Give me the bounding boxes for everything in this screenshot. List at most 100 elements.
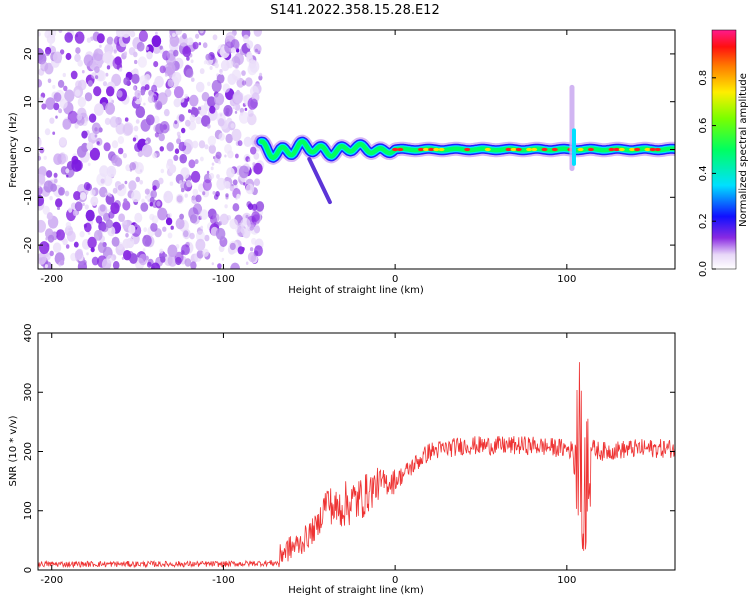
- noise-blob: [38, 79, 43, 88]
- noise-blob: [225, 133, 233, 144]
- noise-blob: [151, 215, 159, 224]
- noise-blob: [182, 33, 187, 40]
- noise-blob: [102, 81, 108, 87]
- signal-core-dot: [423, 147, 429, 152]
- noise-blob: [58, 187, 65, 196]
- noise-blob: [103, 175, 113, 187]
- signal-trace: [254, 84, 675, 205]
- noise-blob: [72, 209, 78, 217]
- noise-blob: [65, 221, 72, 229]
- noise-blob: [128, 224, 136, 234]
- noise-blob: [95, 75, 99, 80]
- noise-blob: [188, 109, 192, 114]
- noise-blob: [230, 123, 235, 129]
- noise-blob: [129, 30, 136, 38]
- signal-core-dot: [644, 147, 651, 152]
- noise-blob: [196, 250, 204, 259]
- noise-blob: [252, 162, 256, 166]
- noise-blob: [105, 193, 115, 205]
- noise-blob: [255, 201, 265, 212]
- colorbar-tick-label: 0.0: [698, 261, 709, 277]
- noise-blob: [56, 229, 65, 241]
- noise-blob: [136, 41, 145, 52]
- noise-blob: [162, 226, 167, 232]
- noise-blob: [123, 122, 134, 136]
- noise-blob: [204, 234, 210, 242]
- x-tick-label: 0: [392, 274, 398, 285]
- noise-blob: [106, 254, 114, 264]
- signal-core-dot: [649, 147, 656, 152]
- noise-blob: [116, 30, 124, 38]
- noise-blob: [244, 107, 248, 111]
- noise-blob: [38, 152, 41, 157]
- noise-blob: [124, 180, 128, 185]
- noise-blob: [129, 253, 138, 264]
- signal-core-dot: [634, 147, 641, 152]
- noise-blob: [223, 105, 233, 117]
- noise-blob: [111, 236, 120, 247]
- noise-blob: [38, 138, 42, 146]
- noise-blob: [225, 193, 229, 198]
- noise-blob: [166, 158, 174, 167]
- signal-core-dot: [433, 147, 440, 152]
- noise-blob: [124, 117, 129, 122]
- noise-blob: [113, 49, 117, 54]
- noise-blob: [169, 34, 180, 47]
- noise-blob: [253, 225, 261, 234]
- noise-blob: [93, 48, 104, 61]
- colorbar-tick-label: 0.2: [698, 213, 709, 229]
- noise-blob: [202, 179, 212, 191]
- noise-blob: [224, 154, 227, 158]
- noise-blob: [234, 52, 244, 66]
- noise-blob: [108, 97, 113, 103]
- noise-blob: [59, 259, 65, 266]
- noise-blob: [134, 162, 144, 175]
- signal-core-dot: [577, 147, 584, 152]
- noise-blob: [150, 190, 157, 199]
- noise-blob: [232, 203, 240, 212]
- noise-blob: [207, 135, 217, 146]
- noise-blob: [140, 89, 146, 96]
- noise-blob: [218, 132, 225, 141]
- noise-blob: [247, 113, 257, 126]
- noise-blob: [109, 194, 113, 198]
- noise-blob: [181, 127, 186, 134]
- noise-blob: [105, 102, 115, 115]
- noise-blob: [68, 207, 73, 213]
- noise-blob: [152, 185, 157, 191]
- noise-blob: [169, 181, 174, 186]
- noise-blob: [81, 130, 88, 139]
- noise-blob: [189, 114, 196, 123]
- noise-blob: [152, 152, 158, 159]
- noise-blob: [207, 81, 211, 87]
- noise-blob: [230, 47, 236, 54]
- colorbar-gradient: [711, 29, 737, 270]
- noise-blob: [249, 247, 254, 252]
- noise-blob: [226, 59, 234, 69]
- noise-blob: [40, 61, 49, 72]
- noise-blob: [208, 172, 215, 180]
- noise-blob: [79, 192, 87, 201]
- noise-blob: [97, 241, 107, 253]
- noise-blob: [246, 40, 254, 49]
- noise-blob: [138, 253, 148, 266]
- noise-blob: [185, 68, 194, 78]
- noise-blob: [38, 252, 47, 265]
- noise-blob: [96, 33, 105, 44]
- noise-blob: [157, 207, 168, 221]
- noise-blob: [154, 100, 163, 111]
- noise-blob: [186, 56, 190, 61]
- noise-blob: [191, 77, 195, 82]
- noise-blob: [212, 191, 216, 195]
- snr-plot-area: [38, 362, 675, 569]
- noise-blob: [144, 74, 151, 82]
- noise-blob: [229, 242, 236, 251]
- noise-blob: [160, 168, 165, 174]
- noise-blob: [241, 247, 245, 251]
- noise-blob: [210, 166, 214, 171]
- noise-blob: [186, 179, 193, 188]
- noise-blob: [111, 154, 121, 166]
- noise-blob: [198, 140, 206, 149]
- noise-blob: [154, 132, 159, 138]
